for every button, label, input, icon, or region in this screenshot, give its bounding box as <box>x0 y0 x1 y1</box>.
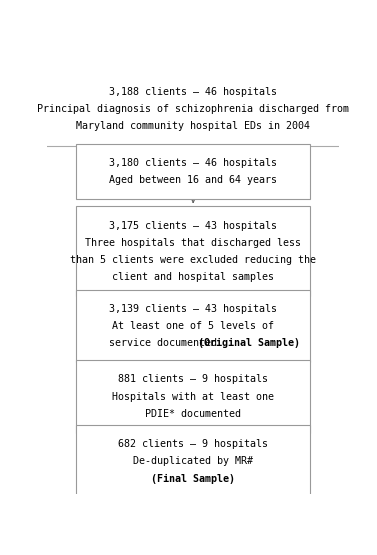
Text: 682 clients – 9 hospitals: 682 clients – 9 hospitals <box>118 440 268 450</box>
Text: (Final Sample): (Final Sample) <box>151 473 235 483</box>
FancyBboxPatch shape <box>76 144 310 199</box>
Text: Maryland community hospital EDs in 2004: Maryland community hospital EDs in 2004 <box>76 122 310 132</box>
Text: Hospitals with at least one: Hospitals with at least one <box>112 391 274 401</box>
FancyBboxPatch shape <box>76 290 310 362</box>
Text: service documented: service documented <box>109 338 224 348</box>
Text: 881 clients – 9 hospitals: 881 clients – 9 hospitals <box>118 375 268 385</box>
Text: 3,175 clients – 43 hospitals: 3,175 clients – 43 hospitals <box>109 220 277 230</box>
Text: (Original Sample): (Original Sample) <box>198 338 300 348</box>
Text: Principal diagnosis of schizophrenia discharged from: Principal diagnosis of schizophrenia dis… <box>37 104 349 114</box>
Text: PDIE* documented: PDIE* documented <box>145 408 241 418</box>
Text: than 5 clients were excluded reducing the: than 5 clients were excluded reducing th… <box>70 255 316 265</box>
Text: At least one of 5 levels of: At least one of 5 levels of <box>112 321 274 331</box>
FancyBboxPatch shape <box>76 360 310 433</box>
Text: Aged between 16 and 64 years: Aged between 16 and 64 years <box>109 175 277 185</box>
Text: 3,139 clients – 43 hospitals: 3,139 clients – 43 hospitals <box>109 304 277 314</box>
FancyBboxPatch shape <box>76 206 310 296</box>
Text: client and hospital samples: client and hospital samples <box>112 272 274 282</box>
FancyBboxPatch shape <box>76 425 310 498</box>
Text: Three hospitals that discharged less: Three hospitals that discharged less <box>85 238 301 248</box>
Text: De-duplicated by MR#: De-duplicated by MR# <box>133 456 253 466</box>
Text: 3,188 clients – 46 hospitals: 3,188 clients – 46 hospitals <box>109 87 277 97</box>
Text: 3,180 clients – 46 hospitals: 3,180 clients – 46 hospitals <box>109 158 277 168</box>
